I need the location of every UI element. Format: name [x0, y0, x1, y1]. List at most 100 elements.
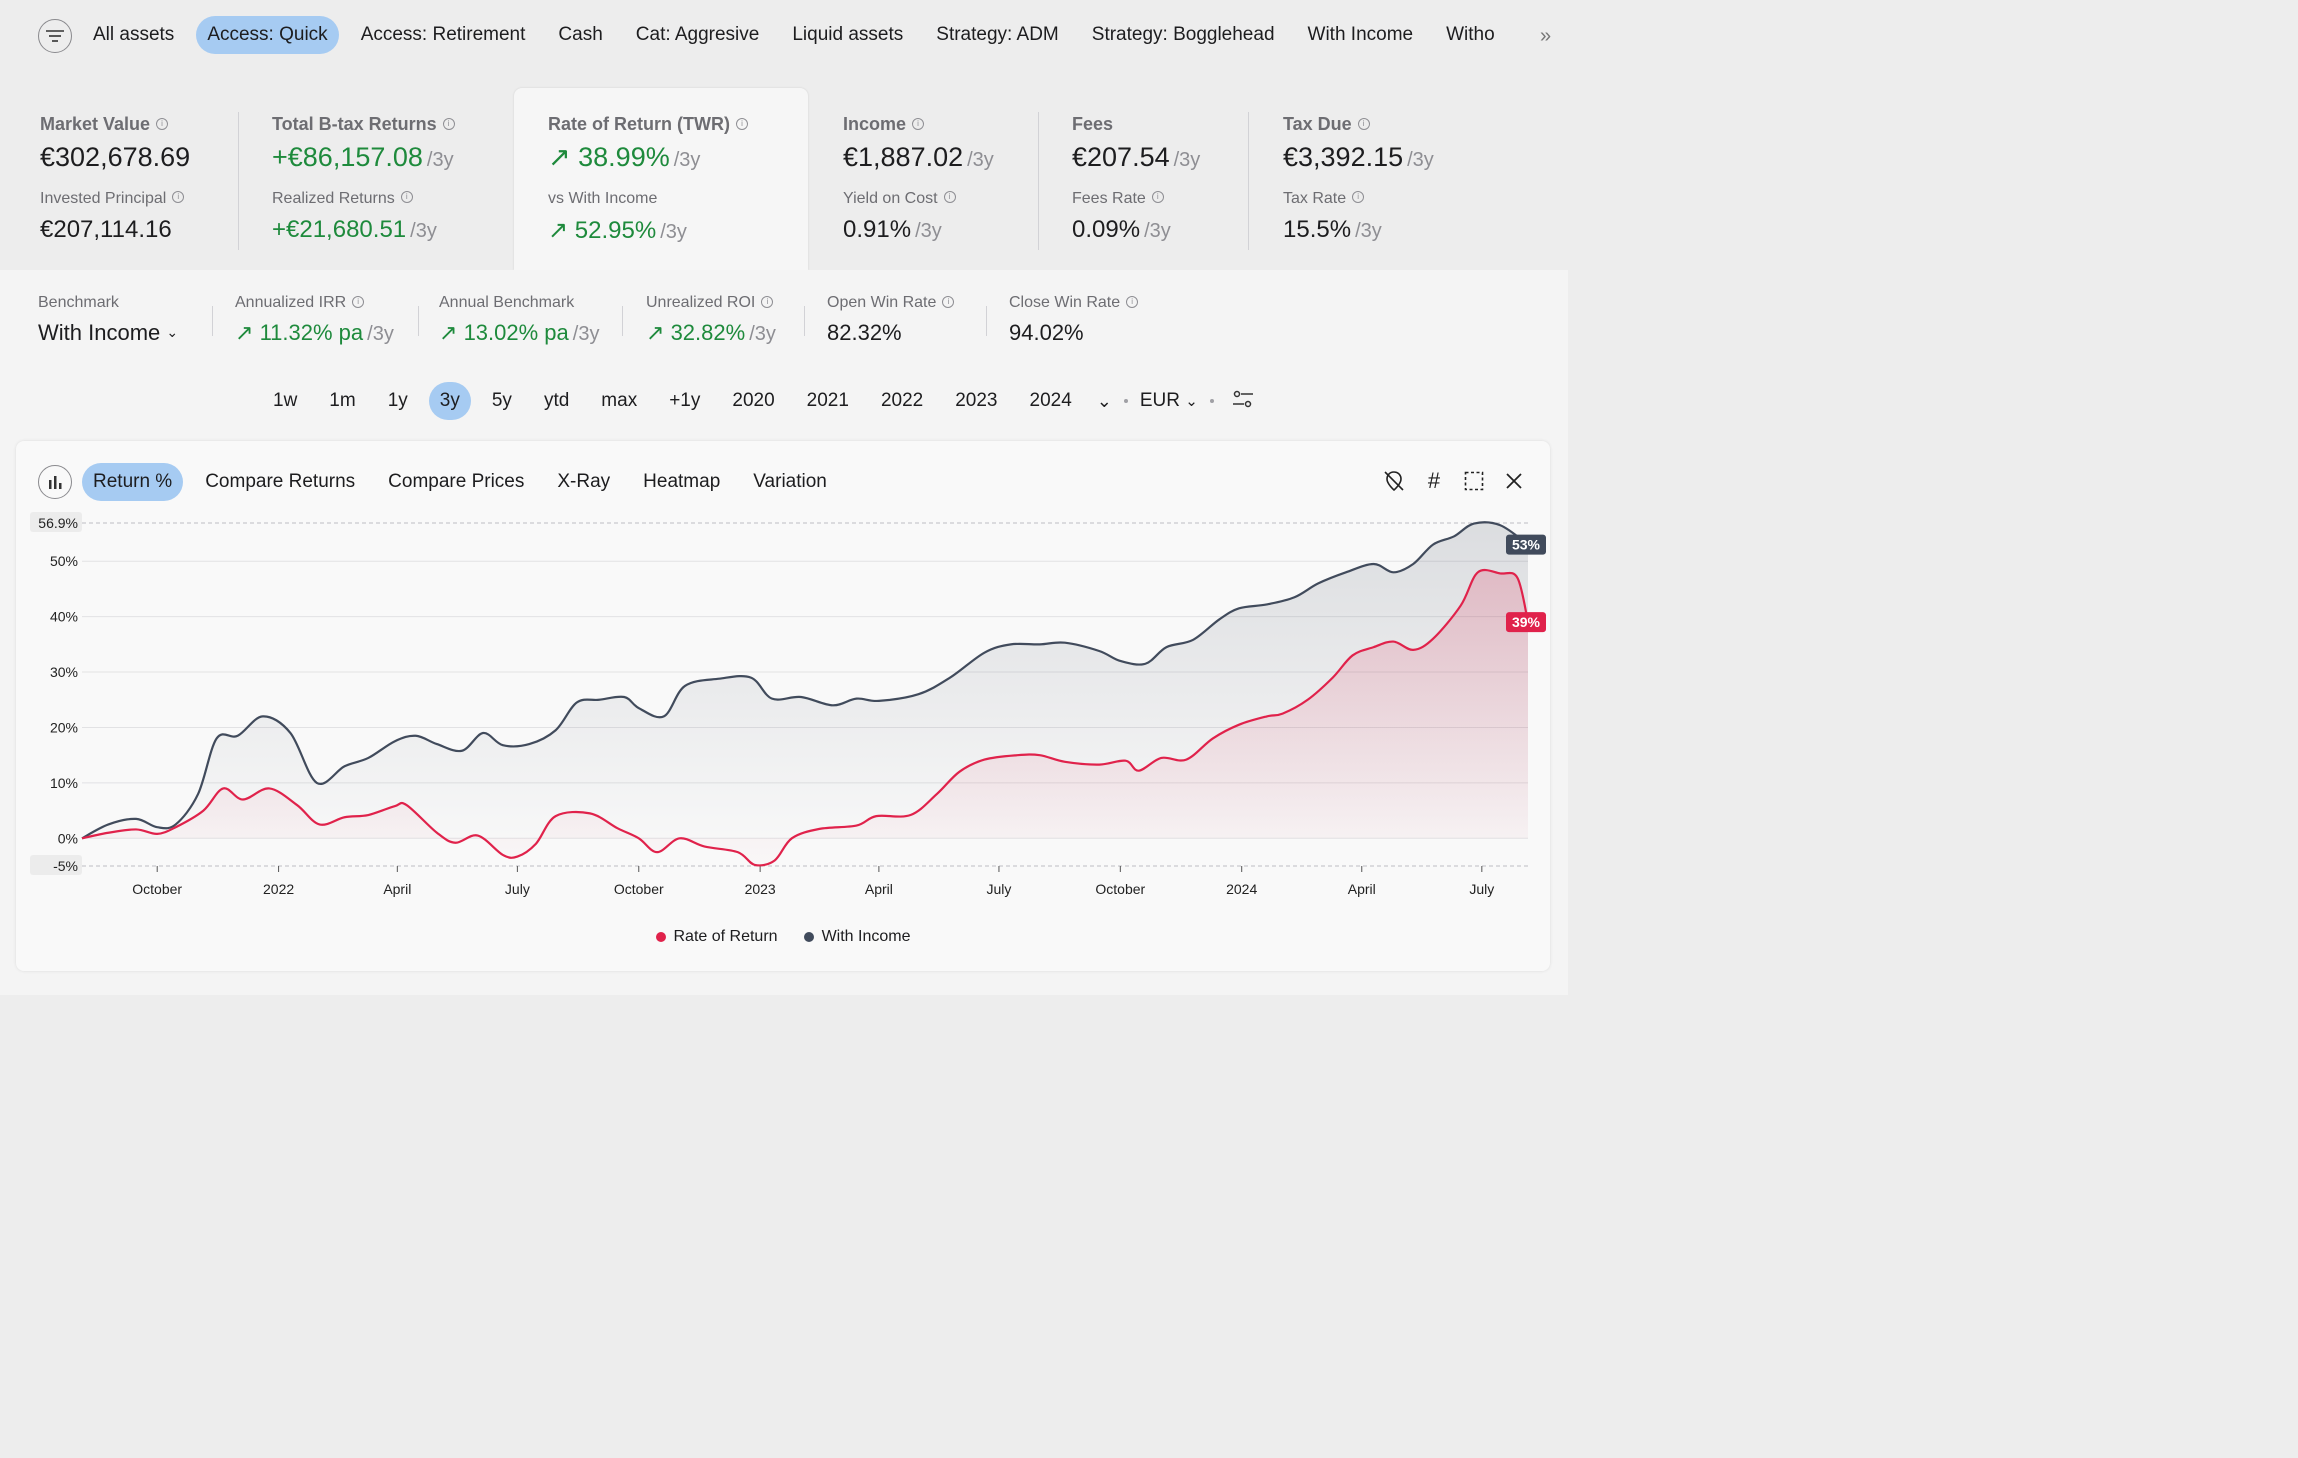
stat-value: €1,887.02 [843, 142, 964, 172]
stat-sub-value: 0.09% [1072, 216, 1141, 243]
period-suffix: /3y [1173, 149, 1201, 171]
stat-value: €302,678.69 [40, 142, 191, 172]
benchmark-value: With Income [38, 320, 161, 345]
stats-panel: Market Value i €302,678.69 Invested Princ… [0, 88, 1568, 270]
filter-icon[interactable] [38, 19, 72, 53]
period-1y[interactable]: +1y [669, 390, 701, 411]
selected-stat-card[interactable] [514, 88, 808, 270]
filter-tab-witho[interactable]: Witho [1446, 24, 1495, 45]
info-icon[interactable]: i [172, 191, 185, 203]
metric-label: Annual Benchmark [439, 294, 575, 311]
period-1w[interactable]: 1w [273, 390, 298, 411]
info-icon[interactable]: i [1357, 118, 1370, 130]
y-tick-label: 30% [50, 664, 78, 680]
stat-sub-value: 52.95% [574, 217, 657, 244]
x-tick-label: April [383, 881, 411, 897]
info-icon[interactable]: i [156, 118, 169, 130]
stat-label: Market Value [40, 114, 151, 134]
stat-sub-value: €207,114.16 [40, 216, 172, 243]
divider [1038, 112, 1039, 250]
y-tick-label: 40% [50, 609, 78, 625]
x-tick-label: October [614, 881, 664, 897]
info-icon[interactable]: i [761, 296, 774, 308]
info-icon[interactable]: i [942, 296, 955, 308]
info-icon[interactable]: i [912, 118, 925, 130]
chart-tab-list: Return % Compare Returns Compare Prices X-R… [82, 463, 849, 501]
period-suffix: /3y [967, 149, 994, 171]
metric-value: 94.02% [1009, 320, 1084, 345]
info-icon[interactable]: i [1126, 296, 1139, 308]
close-icon[interactable] [1502, 469, 1526, 493]
chart-tab-variation[interactable]: Variation [753, 471, 827, 492]
filter-tab-cash[interactable]: Cash [558, 24, 603, 45]
stat-value: €207.54 [1072, 142, 1170, 172]
info-icon[interactable]: i [400, 191, 413, 203]
stat-sub-label: Tax Rate [1283, 190, 1347, 207]
scroll-right-icon[interactable]: » [1530, 18, 1568, 54]
chart-tab-compare-prices[interactable]: Compare Prices [388, 471, 525, 492]
divider [238, 112, 239, 250]
trend-up-icon: ↗ [439, 320, 458, 345]
period-3y[interactable]: 3y [428, 382, 471, 420]
x-tick-label: 2022 [263, 881, 294, 897]
filter-tab-liquid-assets[interactable]: Liquid assets [792, 24, 904, 45]
hide-marker-icon[interactable] [1382, 469, 1406, 493]
info-icon[interactable]: i [735, 118, 748, 130]
chart-tab-return[interactable]: Return % [82, 463, 184, 501]
benchmark-select[interactable]: Benchmark With Income ⌄ [38, 294, 178, 346]
select-area-icon[interactable] [1462, 469, 1486, 493]
period-2024[interactable]: 2024 [1029, 390, 1072, 411]
period-ytd[interactable]: ytd [543, 390, 570, 411]
legend-swatch [803, 932, 814, 942]
period-suffix: /3y [915, 220, 942, 242]
period-suffix: /3y [367, 323, 394, 345]
metric-open-win-rate: Open Win Rate i 82.32% [827, 294, 955, 346]
period-suffix: /3y [426, 149, 454, 171]
divider [622, 306, 623, 336]
chart-tab-heatmap[interactable]: Heatmap [643, 471, 721, 492]
info-icon[interactable]: i [943, 191, 956, 203]
info-icon[interactable]: i [442, 118, 455, 130]
filter-tab-cat-aggresive[interactable]: Cat: Aggresive [635, 24, 760, 45]
period-2020[interactable]: 2020 [732, 390, 775, 411]
period-5y[interactable]: 5y [491, 390, 512, 411]
period-1m[interactable]: 1m [329, 390, 356, 411]
metric-label: Unrealized ROI [646, 294, 756, 311]
x-tick-label: October [1095, 881, 1145, 897]
info-icon[interactable]: i [1151, 191, 1164, 203]
chart-tab-compare-returns[interactable]: Compare Returns [205, 471, 356, 492]
chart-tab-x-ray[interactable]: X-Ray [557, 471, 611, 492]
info-icon[interactable]: i [352, 296, 365, 308]
filter-tab-access-quick[interactable]: Access: Quick [196, 16, 339, 54]
filter-tab-strategy-adm[interactable]: Strategy: ADM [936, 24, 1059, 45]
info-icon[interactable]: i [1352, 191, 1365, 203]
period-1y[interactable]: 1y [387, 390, 408, 411]
period-2023[interactable]: 2023 [955, 390, 998, 411]
legend-item-ror[interactable]: Rate of Return [655, 928, 778, 946]
bar-chart-icon[interactable] [38, 465, 72, 499]
period-max[interactable]: max [601, 390, 638, 411]
metric-close-win-rate: Close Win Rate i 94.02% [1009, 294, 1139, 346]
series-line-with-income [81, 521, 1529, 840]
filter-tab-with-income[interactable]: With Income [1307, 24, 1414, 45]
hash-icon[interactable]: # [1427, 468, 1441, 493]
end-label: 39% [1512, 614, 1541, 630]
period-2022[interactable]: 2022 [880, 390, 924, 411]
stat-label: Tax Due [1283, 114, 1352, 134]
filter-tab-access-retirement[interactable]: Access: Retirement [360, 24, 526, 45]
return-chart[interactable]: 50% 40% 30% 20% 10% 0% 56.9% -5% October 2022 Apri… [16, 441, 1550, 921]
filter-tab-strategy-bogglehead[interactable]: Strategy: Bogglehead [1091, 24, 1275, 45]
legend-item-income[interactable]: With Income [803, 928, 910, 946]
chevron-down-icon[interactable]: ⌄ [1096, 390, 1112, 411]
period-2021[interactable]: 2021 [806, 390, 849, 411]
legend-label: Rate of Return [673, 928, 778, 945]
currency-select[interactable]: EUR ⌄ [1140, 390, 1198, 412]
filter-tab-all-assets[interactable]: All assets [93, 24, 175, 45]
end-label-bg [1506, 612, 1546, 633]
end-label: 53% [1512, 537, 1541, 553]
separator-dot [1209, 399, 1214, 403]
period-suffix: /3y [1407, 149, 1434, 171]
divider [1248, 112, 1249, 250]
metric-label: Open Win Rate [827, 294, 937, 311]
settings-sliders-icon[interactable] [1232, 390, 1254, 413]
